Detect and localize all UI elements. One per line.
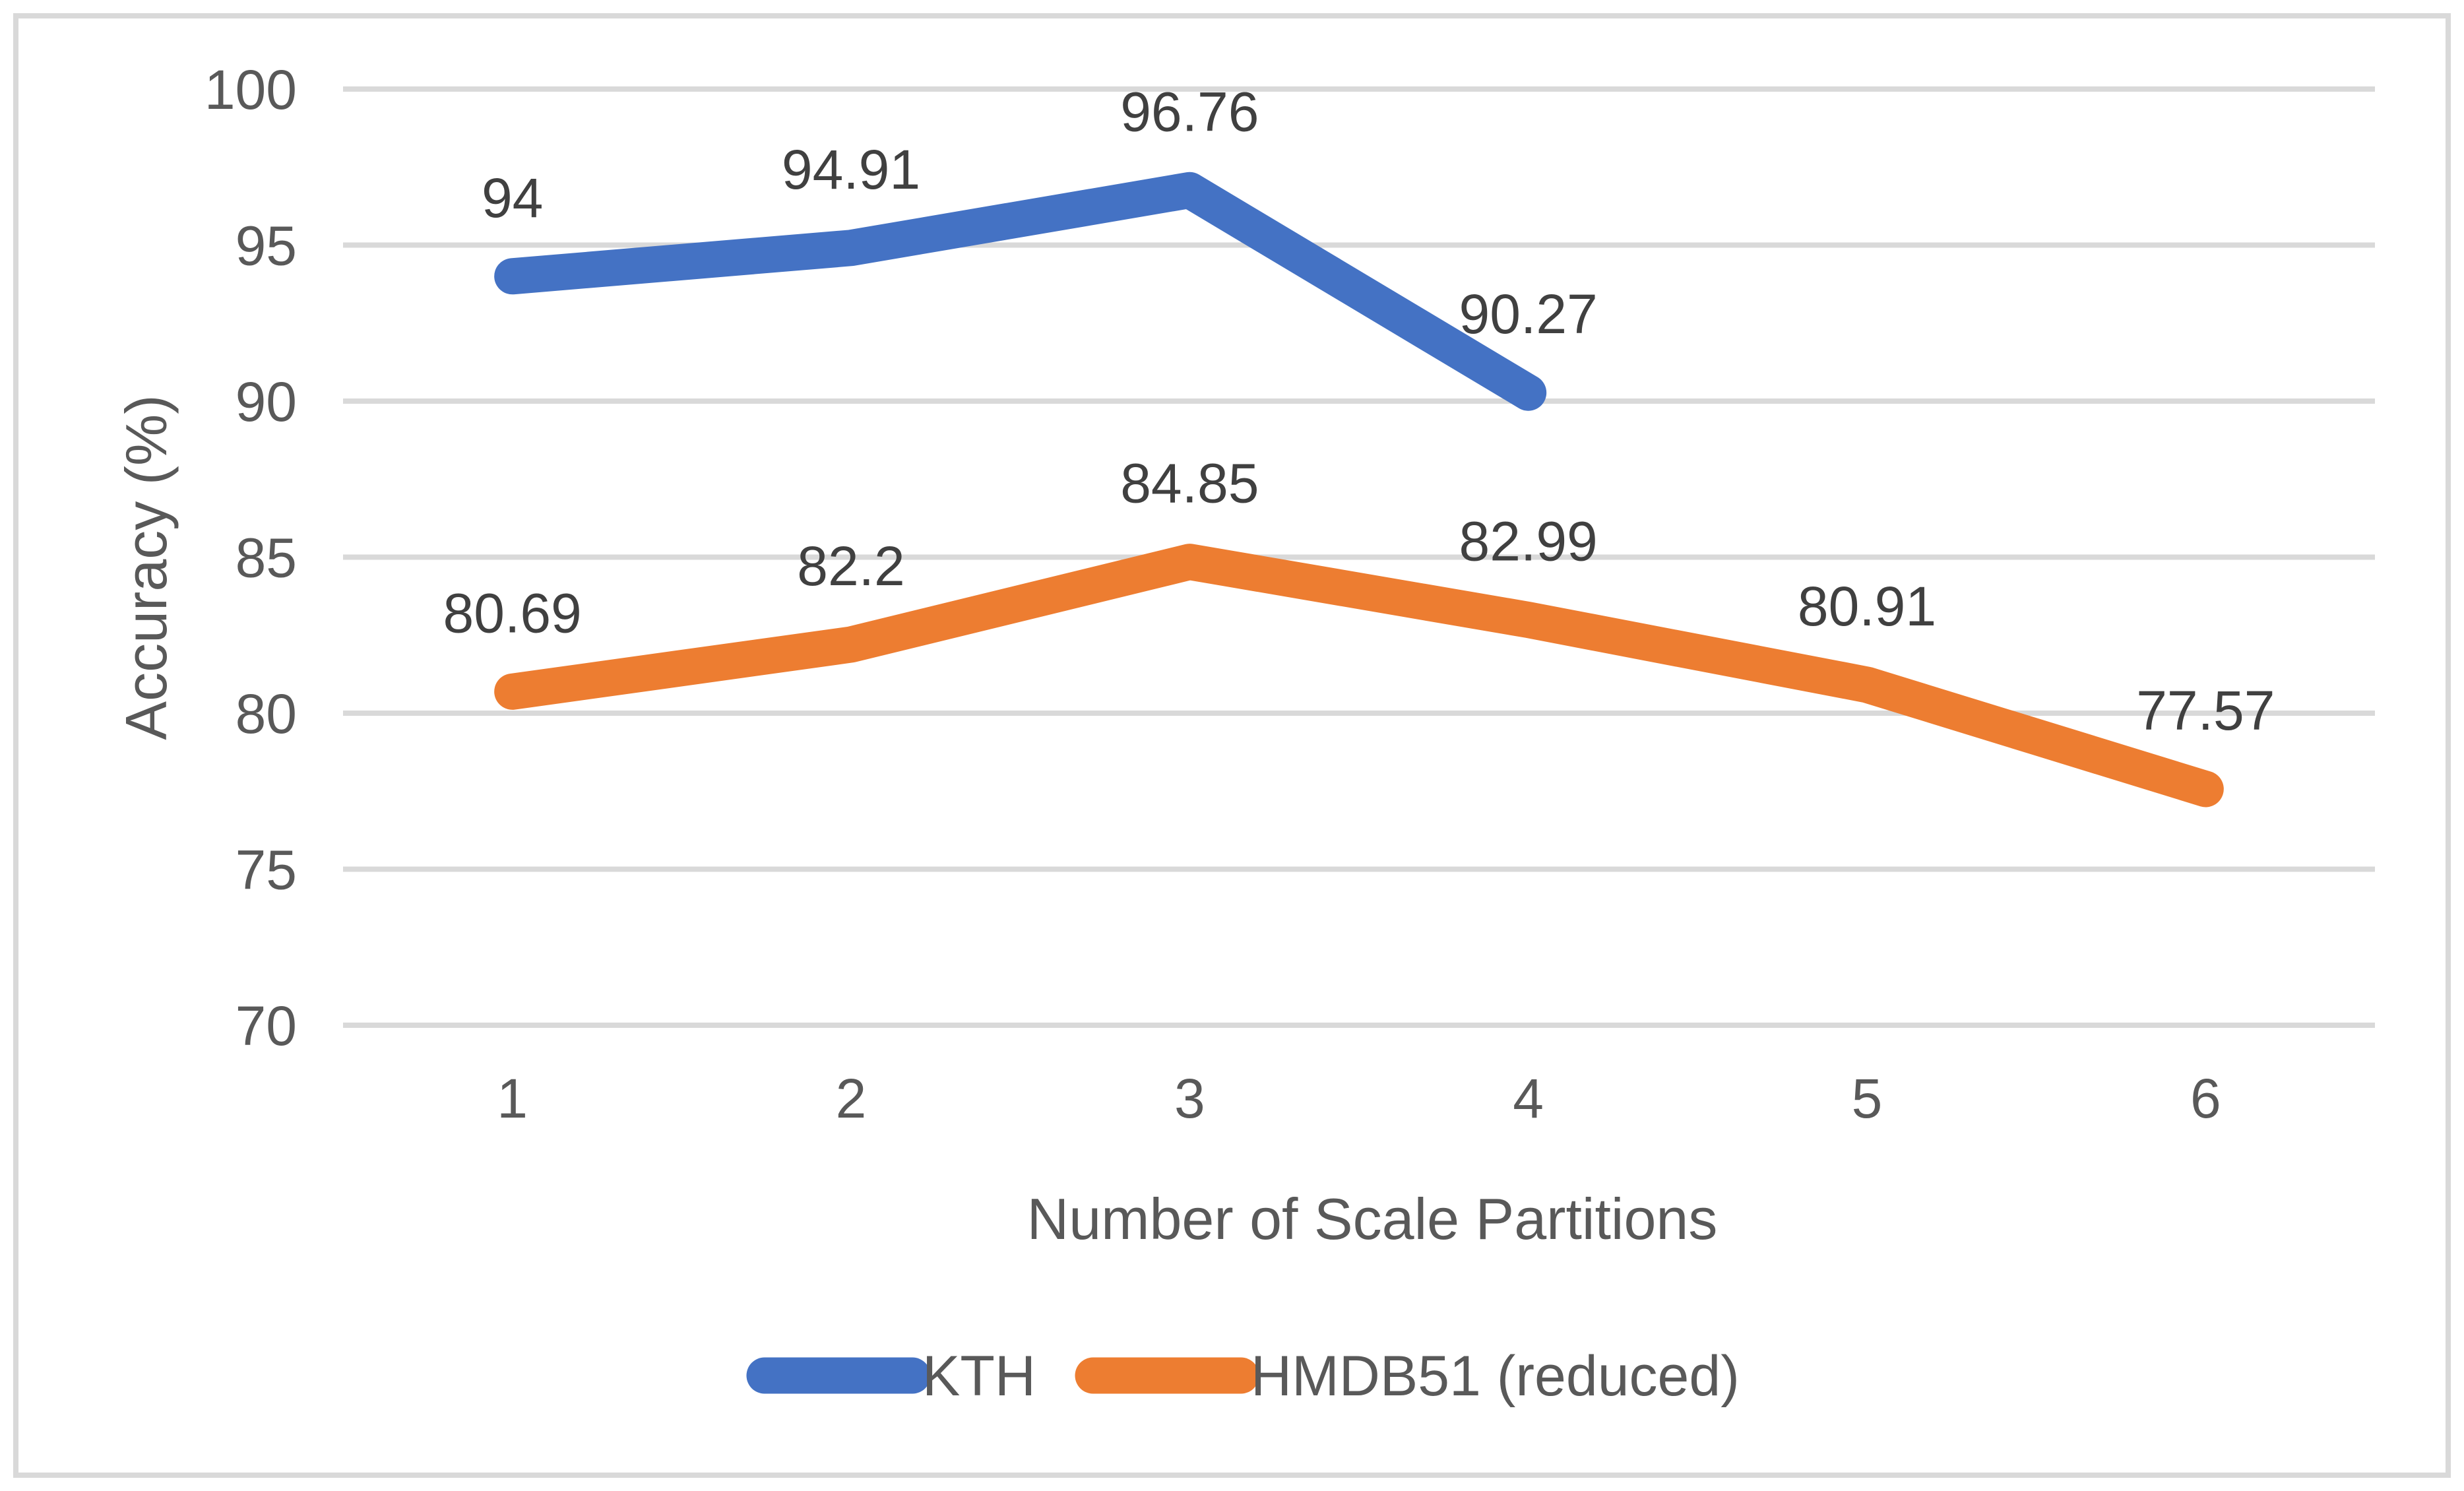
- x-axis-title: Number of Scale Partitions: [1027, 1186, 1718, 1252]
- gridlines: [343, 86, 2375, 1028]
- data-labels: 94 94.91 96.76 90.27 80.69 82.2 84.85 82.99 80.9…: [443, 80, 2275, 742]
- y-tick-label: 95: [236, 215, 297, 277]
- x-tick-label: 2: [836, 1067, 867, 1129]
- data-label-hmdb51-reduced: 82.99: [1459, 511, 1598, 573]
- y-axis-tick-labels: 100 95 90 85 80 75 70: [205, 59, 297, 1057]
- data-label-hmdb51-reduced: 82.2: [797, 535, 905, 597]
- x-tick-label: 5: [1852, 1067, 1883, 1129]
- y-tick-label: 90: [236, 371, 297, 433]
- y-tick-label: 80: [236, 683, 297, 745]
- legend-label-kth[interactable]: KTH: [922, 1345, 1036, 1408]
- data-label-kth: 94: [482, 167, 543, 229]
- legend: KTH HMDB51 (reduced): [746, 1345, 1740, 1408]
- legend-label-hmdb51-reduced[interactable]: HMDB51 (reduced): [1251, 1345, 1740, 1408]
- data-label-hmdb51-reduced: 80.91: [1798, 575, 1936, 637]
- data-label-kth: 90.27: [1459, 283, 1598, 345]
- x-tick-label: 4: [1513, 1067, 1544, 1129]
- y-tick-label: 85: [236, 527, 297, 589]
- x-tick-label: 3: [1174, 1067, 1205, 1129]
- data-label-kth: 96.76: [1120, 80, 1259, 143]
- x-tick-label: 1: [497, 1067, 528, 1129]
- y-axis-title: Accuracy (%): [113, 395, 179, 740]
- y-tick-label: 70: [236, 995, 297, 1057]
- data-label-hmdb51-reduced: 80.69: [443, 582, 582, 644]
- y-tick-label: 100: [205, 59, 297, 121]
- chart-border: [13, 13, 2451, 1478]
- x-axis-tick-labels: 1 2 3 4 5 6: [497, 1067, 2221, 1129]
- data-label-hmdb51-reduced: 77.57: [2136, 680, 2275, 742]
- series-line-kth[interactable]: [494, 172, 1547, 411]
- data-label-kth: 94.91: [782, 139, 920, 201]
- series-line-hmdb51-reduced[interactable]: [494, 544, 2224, 808]
- data-label-hmdb51-reduced: 84.85: [1120, 453, 1259, 515]
- series-lines: [494, 172, 2224, 808]
- x-tick-label: 6: [2190, 1067, 2221, 1129]
- y-tick-label: 75: [236, 839, 297, 901]
